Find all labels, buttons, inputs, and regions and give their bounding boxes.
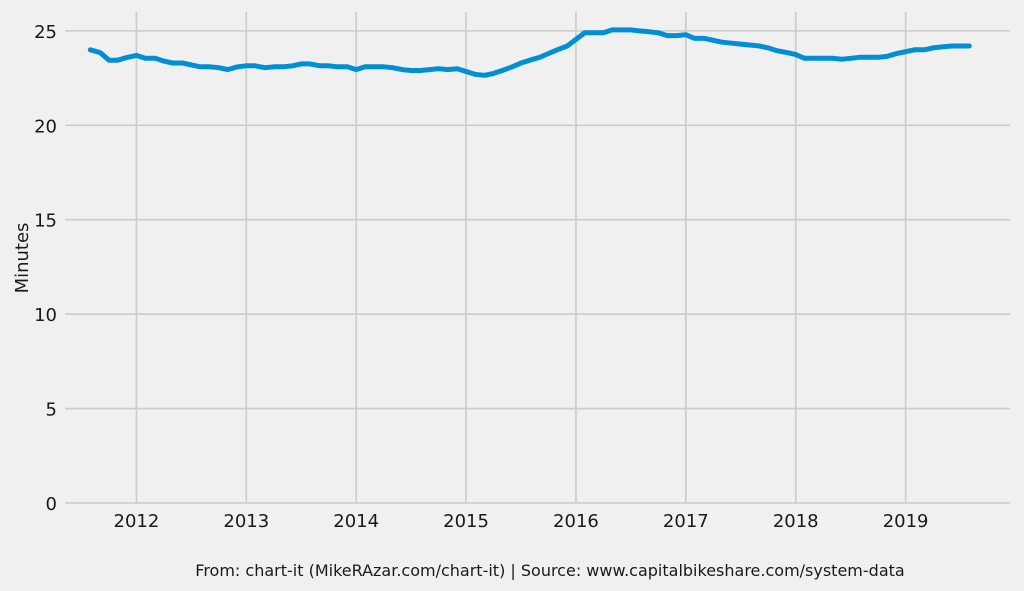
- x-tick-label: 2017: [663, 511, 709, 532]
- series-line: [87, 27, 972, 78]
- x-tick-label: 2018: [773, 511, 819, 532]
- source-caption: From: chart-it (MikeRAzar.com/chart-it) …: [195, 561, 904, 580]
- x-tick-label: 2013: [223, 511, 269, 532]
- y-axis-label: Minutes: [12, 223, 33, 294]
- y-tick-label: 15: [34, 211, 57, 232]
- x-tick-label: 2014: [333, 511, 379, 532]
- y-tick-label: 10: [34, 305, 57, 326]
- x-tick-label: 2016: [553, 511, 599, 532]
- series: [87, 27, 972, 78]
- y-tick-label: 20: [34, 116, 57, 137]
- grid: [65, 12, 1010, 504]
- tick-labels: 0 5 10 15 20 25 2012 2013 2014 2015 2016 2017 2018 20…: [34, 22, 928, 532]
- y-tick-label: 0: [46, 494, 57, 515]
- y-tick-label: 25: [34, 22, 57, 43]
- x-tick-label: 2012: [114, 511, 160, 532]
- x-tick-label: 2015: [443, 511, 489, 532]
- x-tick-label: 2019: [883, 511, 929, 532]
- y-tick-label: 5: [46, 400, 57, 421]
